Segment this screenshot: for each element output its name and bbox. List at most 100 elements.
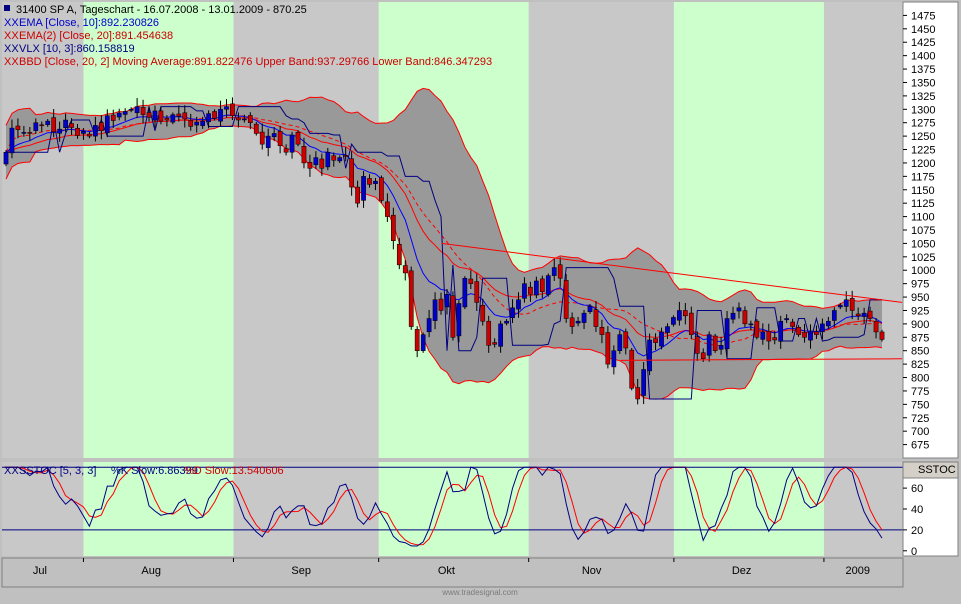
legend-entry: VLX [10, 3]:860.158819: [19, 43, 135, 55]
candle-body: [45, 120, 51, 125]
price-tick-label: 1200: [911, 158, 935, 170]
candle: [343, 146, 349, 162]
candle: [146, 106, 152, 122]
symbol-marker-icon: [4, 5, 10, 11]
price-tick-label: 1050: [911, 238, 935, 250]
candle: [492, 338, 498, 348]
candle-body: [277, 131, 283, 147]
legend-entry: EMA [Close, 10]:892.230826: [19, 17, 159, 29]
stoch-d-value: %D Slow:13.540606: [184, 465, 284, 477]
price-tick-label: 1300: [911, 104, 935, 116]
candle: [116, 108, 122, 121]
candle-body: [224, 106, 229, 110]
candle: [438, 292, 444, 315]
candle-body: [796, 327, 801, 335]
candle-body: [563, 280, 569, 319]
candle-body: [748, 323, 754, 326]
price-tick-label: 1275: [911, 118, 935, 130]
candle: [599, 319, 605, 344]
candle: [361, 170, 366, 208]
candle-body: [289, 134, 295, 153]
candle-body: [814, 331, 819, 335]
candle: [534, 276, 539, 299]
candle: [522, 277, 527, 303]
candle: [635, 378, 641, 405]
candle: [331, 152, 337, 167]
candle-body: [87, 133, 92, 137]
candle-body: [492, 342, 498, 345]
candle-body: [522, 283, 527, 299]
price-tick-label: 1125: [911, 198, 935, 210]
candle: [87, 131, 92, 139]
candle-body: [355, 186, 360, 204]
candle-body: [39, 124, 45, 127]
candle: [69, 118, 74, 136]
stoch-axis: 0 20 40 60: [902, 461, 959, 558]
candle-body: [385, 201, 390, 217]
candle-body: [253, 123, 259, 134]
symbol-line: 31400 SP A, Tageschart - 16.07.2008 - 13…: [16, 4, 307, 16]
candle: [742, 306, 748, 328]
candle-body: [617, 334, 623, 351]
candle-body: [81, 131, 86, 134]
candle-body: [742, 310, 748, 325]
candle-body: [242, 118, 247, 121]
candle-body: [295, 132, 301, 145]
candle: [444, 289, 450, 315]
candle: [301, 137, 307, 169]
candle: [814, 325, 819, 339]
candle: [164, 115, 170, 127]
candle: [879, 329, 885, 342]
candle: [611, 345, 617, 375]
candle-body: [343, 155, 349, 157]
candle-body: [730, 312, 736, 320]
candle-body: [140, 107, 146, 115]
candle: [402, 260, 408, 281]
candle: [498, 320, 503, 353]
candle: [677, 301, 682, 326]
candle: [373, 177, 378, 191]
candle-body: [152, 110, 158, 121]
candle-body: [831, 310, 837, 321]
candle-body: [93, 125, 98, 137]
candle: [200, 116, 206, 129]
candle-body: [319, 158, 325, 169]
candle: [641, 361, 646, 405]
candle: [486, 315, 492, 353]
candle-body: [259, 131, 265, 145]
candle-body: [873, 321, 879, 333]
candle: [57, 121, 62, 142]
candle-body: [718, 345, 724, 350]
legend-x-mark-icon: XX: [4, 30, 19, 42]
candle: [528, 281, 533, 302]
ema20-line: [5, 117, 883, 339]
candle-body: [110, 114, 116, 121]
candle: [253, 121, 259, 136]
candle-body: [122, 111, 128, 115]
candle: [432, 292, 438, 330]
candle: [396, 237, 402, 270]
candle-body: [247, 115, 253, 123]
candle-body: [647, 339, 652, 372]
candle: [283, 144, 289, 156]
candle-body: [635, 387, 641, 400]
candle-body: [641, 369, 646, 396]
candle-body: [724, 318, 730, 350]
candle: [110, 109, 116, 129]
candle: [706, 331, 712, 362]
month-label: Dez: [732, 565, 752, 577]
candle: [480, 298, 486, 326]
stoch-tick-label: 40: [911, 504, 923, 516]
candle: [748, 320, 754, 331]
candle: [629, 347, 635, 391]
candle: [450, 291, 456, 341]
candle-body: [802, 332, 807, 338]
price-tick-label: 1225: [911, 145, 935, 157]
candle: [694, 331, 700, 361]
candle: [21, 125, 27, 137]
stoch-tick-label: 20: [911, 525, 923, 537]
candle-body: [69, 123, 74, 128]
stoch-tick-label: 60: [911, 483, 923, 495]
